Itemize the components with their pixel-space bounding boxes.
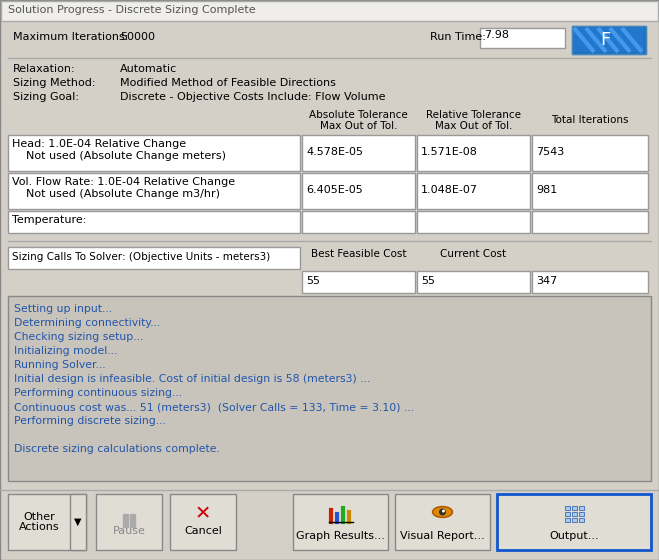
Text: 7543: 7543 [536,147,564,157]
Bar [1,1,658,21]
Bar [302,173,415,209]
Text: Output...: Output... [549,531,599,541]
Text: F: F [600,31,610,49]
Bar [532,135,648,171]
Text: Max Out of Tol.: Max Out of Tol. [320,121,397,131]
Text: Not used (Absolute Change meters): Not used (Absolute Change meters) [12,151,226,161]
Text: 55: 55 [421,276,435,286]
Bar [302,211,415,233]
Text: Actions: Actions [18,522,59,532]
Text: Relative Tolerance: Relative Tolerance [426,110,521,120]
Bar [417,271,530,293]
Text: Graph Results...: Graph Results... [296,531,385,541]
Text: 981: 981 [536,185,558,195]
Text: Modified Method of Feasible Directions: Modified Method of Feasible Directions [120,78,336,88]
Text: Absolute Tolerance: Absolute Tolerance [309,110,408,120]
Text: Sizing Calls To Solver: (Objective Units - meters3): Sizing Calls To Solver: (Objective Units… [12,252,270,262]
Text: Discrete - Objective Costs Include: Flow Volume: Discrete - Objective Costs Include: Flow… [120,92,386,102]
Text: 1.571E-08: 1.571E-08 [421,147,478,157]
Bar [8,135,300,171]
Text: Best Feasible Cost: Best Feasible Cost [311,249,406,259]
Text: Pause: Pause [113,526,146,536]
Text: Initial design is infeasible. Cost of initial design is 58 (meters3) ...: Initial design is infeasible. Cost of in… [14,374,370,384]
Text: Not used (Absolute Change m3/hr): Not used (Absolute Change m3/hr) [12,189,220,199]
Text: Continuous cost was... 51 (meters3)  (Solver Calls = 133, Time = 3.10) ...: Continuous cost was... 51 (meters3) (Sol… [14,402,414,412]
Bar [70,494,86,550]
Text: Temperature:: Temperature: [12,215,86,225]
Bar [480,28,565,48]
Text: 6.405E-05: 6.405E-05 [306,185,362,195]
Bar [532,211,648,233]
Text: 55: 55 [306,276,320,286]
Bar [572,26,646,54]
Bar [130,514,135,527]
Text: Performing continuous sizing...: Performing continuous sizing... [14,388,182,398]
Bar [170,494,236,550]
Text: Visual Report...: Visual Report... [400,531,485,541]
Bar [293,494,388,550]
Ellipse shape [432,506,453,517]
Text: 347: 347 [536,276,558,286]
Bar [572,512,577,516]
Text: Sizing Goal:: Sizing Goal: [13,92,79,102]
Text: 7.98: 7.98 [484,30,509,40]
Bar [8,211,300,233]
Text: Relaxation:: Relaxation: [13,64,76,74]
Bar [579,506,584,510]
Text: Determining connectivity...: Determining connectivity... [14,318,160,328]
Text: Sizing Method:: Sizing Method: [13,78,96,88]
Text: Solution Progress - Discrete Sizing Complete: Solution Progress - Discrete Sizing Comp… [8,5,256,15]
Text: Vol. Flow Rate: 1.0E-04 Relative Change: Vol. Flow Rate: 1.0E-04 Relative Change [12,177,235,187]
Bar [565,512,570,516]
Text: Maximum Iterations:: Maximum Iterations: [13,32,129,42]
Bar [572,26,646,54]
Text: Automatic: Automatic [120,64,177,74]
Bar [532,173,648,209]
Bar [123,514,128,527]
Text: Initializing model...: Initializing model... [14,346,117,356]
Bar [8,296,651,481]
Text: Total Iterations: Total Iterations [551,115,629,125]
Bar [8,247,300,269]
Text: Run Time:: Run Time: [430,32,486,42]
Bar [8,494,86,550]
Bar [395,494,490,550]
Bar [417,211,530,233]
Bar [302,271,415,293]
Text: Max Out of Tol.: Max Out of Tol. [435,121,512,131]
Bar [574,28,644,52]
Bar [572,506,577,510]
Bar [302,135,415,171]
Text: Discrete sizing calculations complete.: Discrete sizing calculations complete. [14,444,220,454]
Text: Setting up input...: Setting up input... [14,304,112,314]
Bar [572,518,577,522]
Bar [8,173,300,209]
Ellipse shape [439,508,446,516]
Text: 1.048E-07: 1.048E-07 [421,185,478,195]
Text: 4.578E-05: 4.578E-05 [306,147,363,157]
Text: Running Solver...: Running Solver... [14,360,105,370]
Text: 50000: 50000 [120,32,155,42]
Text: Current Cost: Current Cost [440,249,507,259]
Bar [579,512,584,516]
Text: ✕: ✕ [195,505,211,524]
Text: Performing discrete sizing...: Performing discrete sizing... [14,416,166,426]
Text: ▼: ▼ [74,517,82,527]
Ellipse shape [442,510,445,512]
Bar [579,518,584,522]
Bar [497,494,651,550]
Bar [96,494,162,550]
Text: Checking sizing setup...: Checking sizing setup... [14,332,144,342]
Bar [565,518,570,522]
Bar [417,135,530,171]
Text: Other: Other [23,512,55,522]
Bar [532,271,648,293]
Bar [417,173,530,209]
Text: Cancel: Cancel [184,526,222,536]
Text: Head: 1.0E-04 Relative Change: Head: 1.0E-04 Relative Change [12,139,186,149]
Bar [565,506,570,510]
